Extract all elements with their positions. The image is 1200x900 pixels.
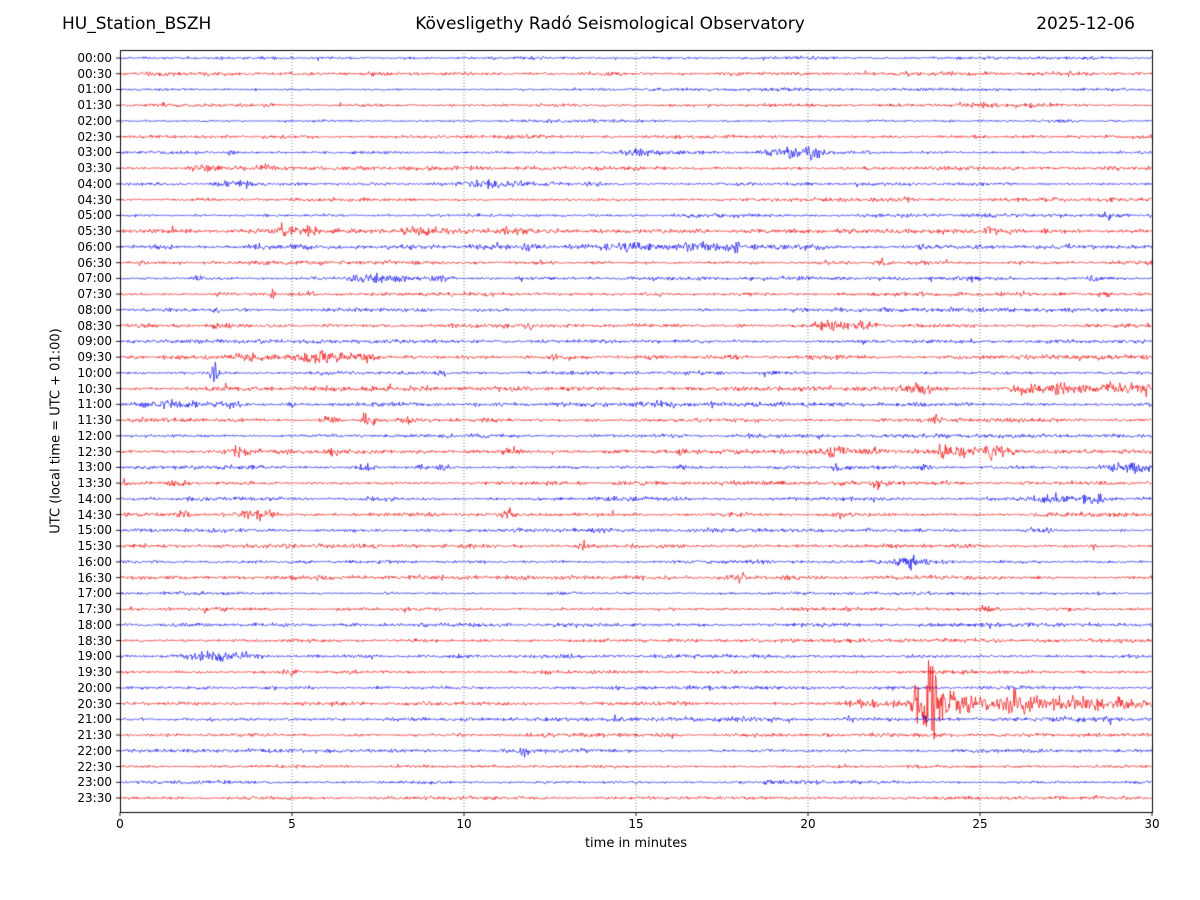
y-tick-label: 18:30: [77, 633, 112, 648]
y-tick-label: 01:30: [77, 98, 112, 113]
y-tick-label: 14:00: [77, 491, 112, 506]
y-tick-label: 12:00: [77, 428, 112, 443]
y-tick-label: 03:30: [77, 161, 112, 176]
y-tick-label: 21:30: [77, 728, 112, 743]
x-tick-label: 25: [972, 817, 988, 831]
y-tick-label: 02:30: [77, 129, 112, 144]
y-tick-label: 14:30: [77, 507, 112, 522]
y-tick-label: 22:00: [77, 743, 112, 758]
y-tick-label: 04:30: [77, 192, 112, 207]
y-tick-label: 06:30: [77, 255, 112, 270]
y-tick-label: 07:30: [77, 287, 112, 302]
y-tick-label: 10:00: [77, 365, 112, 380]
y-tick-label: 15:00: [77, 523, 112, 538]
y-tick-label: 04:00: [77, 176, 112, 191]
y-tick-label: 17:30: [77, 602, 112, 617]
y-tick-label: 05:30: [77, 224, 112, 239]
y-tick-label: 11:30: [77, 413, 112, 428]
y-tick-label: 03:00: [77, 145, 112, 160]
x-tick-label: 5: [288, 817, 296, 831]
x-tick-label: 20: [800, 817, 816, 831]
y-tick-label: 02:00: [77, 113, 112, 128]
y-tick-label: 13:30: [77, 476, 112, 491]
y-tick-label: 05:00: [77, 208, 112, 223]
y-tick-label: 06:00: [77, 239, 112, 254]
y-tick-label: 11:00: [77, 397, 112, 412]
y-tick-label: 13:00: [77, 460, 112, 475]
y-tick-label: 16:30: [77, 570, 112, 585]
x-tick-label: 30: [1144, 817, 1160, 831]
y-tick-label: 19:30: [77, 665, 112, 680]
y-tick-label: 00:00: [77, 51, 112, 65]
y-tick-label: 17:00: [77, 586, 112, 601]
observatory-title: Kövesligethy Radó Seismological Observat…: [415, 14, 805, 34]
y-tick-label: 16:00: [77, 554, 112, 569]
y-tick-label: 10:30: [77, 381, 112, 396]
y-tick-label: 18:00: [77, 617, 112, 632]
y-tick-label: 08:00: [77, 302, 112, 317]
y-tick-label: 01:00: [77, 82, 112, 97]
x-tick-label: 0: [116, 817, 124, 831]
y-tick-label: 23:00: [77, 775, 112, 790]
x-axis-label: time in minutes: [584, 836, 688, 851]
y-tick-label: 23:30: [77, 791, 112, 805]
y-tick-label: 09:30: [77, 350, 112, 365]
y-tick-label: 20:00: [77, 680, 112, 695]
y-tick-label: 00:30: [77, 66, 112, 81]
y-tick-label: 19:00: [77, 649, 112, 664]
y-tick-label: 12:30: [77, 444, 112, 459]
y-tick-label: 20:30: [77, 696, 112, 711]
station-name: HU_Station_BSZH: [62, 14, 212, 34]
y-tick-label: 08:30: [77, 318, 112, 333]
x-tick-label: 15: [628, 817, 644, 831]
record-date: 2025-12-06: [1036, 14, 1135, 34]
y-tick-label: 21:00: [77, 712, 112, 727]
y-tick-label: 09:00: [77, 334, 112, 349]
x-tick-label: 10: [456, 817, 472, 831]
y-tick-label: 15:30: [77, 539, 112, 554]
y-tick-label: 22:30: [77, 759, 112, 774]
y-tick-label: 07:00: [77, 271, 112, 286]
